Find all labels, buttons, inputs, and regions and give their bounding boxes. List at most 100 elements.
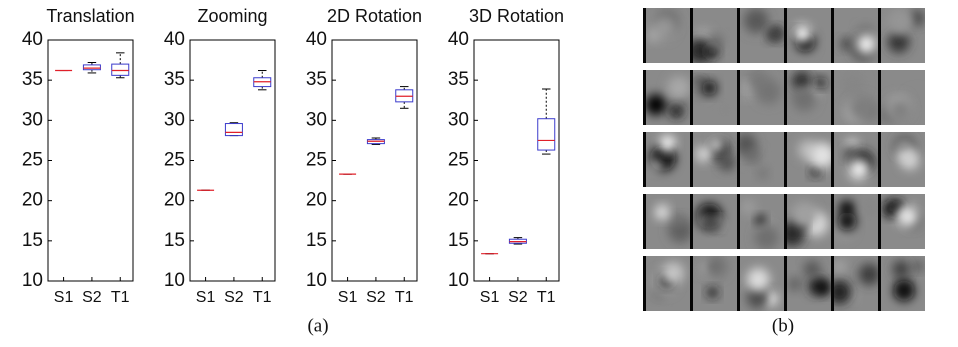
tile-blob: [887, 8, 913, 34]
y-tick-label: 30: [306, 109, 327, 130]
box: [538, 119, 555, 150]
y-tick-label: 30: [22, 109, 43, 130]
filter-tile: [643, 8, 690, 63]
y-tick-label: 30: [448, 109, 469, 130]
tile-sep: [831, 256, 834, 311]
box: [225, 124, 242, 136]
tile-blob: [788, 277, 802, 291]
y-tick-label: 20: [306, 190, 327, 211]
filter-tile: [827, 256, 880, 311]
x-tick-label: S1: [54, 289, 74, 306]
tile-sep: [643, 70, 646, 125]
tile-blob: [710, 139, 723, 152]
tile-blob: [861, 199, 877, 215]
box: [112, 64, 129, 75]
tile-blob: [897, 206, 919, 228]
panel-title: Zooming: [197, 6, 267, 26]
tile-sep: [690, 70, 693, 125]
filter-tile: [831, 132, 878, 187]
tile-blob: [792, 87, 816, 111]
y-tick-label: 10: [164, 270, 185, 291]
tile-blob: [702, 81, 717, 96]
tile-sep: [878, 132, 881, 187]
panel-title: Translation: [46, 6, 134, 26]
tile-blob: [673, 214, 684, 225]
tile-blob: [913, 261, 923, 271]
tile-blob: [655, 206, 669, 220]
tile-sep: [784, 70, 787, 125]
filter-tile: [784, 132, 835, 187]
x-tick-label: S2: [82, 289, 102, 306]
tile-sep: [784, 194, 787, 249]
filter-tile: [643, 70, 690, 125]
tile-sep: [690, 8, 693, 63]
axes-frame: [332, 40, 417, 281]
tile-blob: [662, 262, 684, 284]
y-tick-label: 20: [22, 190, 43, 211]
filter-tile: [643, 256, 690, 311]
tile-blob: [793, 24, 811, 42]
tile-sep: [878, 70, 881, 125]
y-tick-label: 35: [22, 69, 43, 90]
tile-sep: [737, 70, 740, 125]
tile-sep: [831, 132, 834, 187]
tile-blob: [892, 260, 910, 278]
x-tick-label: S2: [366, 289, 386, 306]
x-tick-label: S2: [508, 289, 528, 306]
filter-tile: [784, 256, 831, 311]
tile-blob: [741, 200, 756, 215]
tile-blob: [766, 28, 780, 42]
y-tick-label: 40: [164, 29, 185, 50]
tile-blob: [756, 215, 766, 225]
filter-tile: [831, 8, 878, 63]
filter-tile: [878, 70, 929, 125]
tile-sep: [690, 194, 693, 249]
y-tick-label: 25: [22, 150, 43, 171]
tile-sep: [784, 8, 787, 63]
tile-sep: [737, 8, 740, 63]
tile-blob: [747, 268, 770, 291]
y-tick-label: 20: [448, 190, 469, 211]
x-tick-label: S1: [480, 289, 500, 306]
filter-tile: [690, 132, 737, 187]
tile-sep: [878, 8, 881, 63]
y-tick-label: 35: [306, 69, 327, 90]
y-tick-label: 40: [448, 29, 469, 50]
tile-blob: [708, 217, 721, 230]
caption: (b): [772, 315, 794, 336]
tile-sep: [690, 132, 693, 187]
tile-blob: [859, 264, 881, 286]
filter-tile: [831, 194, 878, 249]
y-tick-label: 15: [448, 230, 469, 251]
tile-blob: [647, 29, 661, 43]
filter-tile: [687, 8, 737, 64]
y-tick-label: 15: [306, 230, 327, 251]
filter-tile: [737, 256, 784, 311]
tile-blob: [645, 94, 666, 115]
tile-sep: [643, 132, 646, 187]
tile-sep: [737, 194, 740, 249]
filter-tile: [784, 70, 831, 125]
x-tick-label: T1: [395, 289, 414, 306]
tile-blob: [708, 34, 722, 48]
tile-blob: [756, 79, 781, 104]
tile-sep: [831, 8, 834, 63]
filter-tile: [779, 194, 831, 249]
tile-blob: [889, 100, 911, 122]
tile-blob: [744, 8, 769, 33]
filter-tile: [878, 8, 925, 63]
tile-blob: [833, 260, 846, 273]
y-tick-label: 10: [22, 270, 43, 291]
filter-tile: [737, 194, 784, 250]
x-tick-label: S1: [338, 289, 358, 306]
tile-blob: [888, 31, 910, 53]
tile-blob: [804, 261, 821, 278]
tile-sep: [831, 194, 834, 249]
tile-blob: [815, 77, 826, 88]
y-tick-label: 10: [448, 270, 469, 291]
tile-blob: [704, 255, 727, 278]
filter-tile: [737, 8, 784, 63]
y-tick-label: 25: [164, 150, 185, 171]
filter-tile: [690, 70, 737, 125]
tile-blob: [747, 150, 758, 161]
